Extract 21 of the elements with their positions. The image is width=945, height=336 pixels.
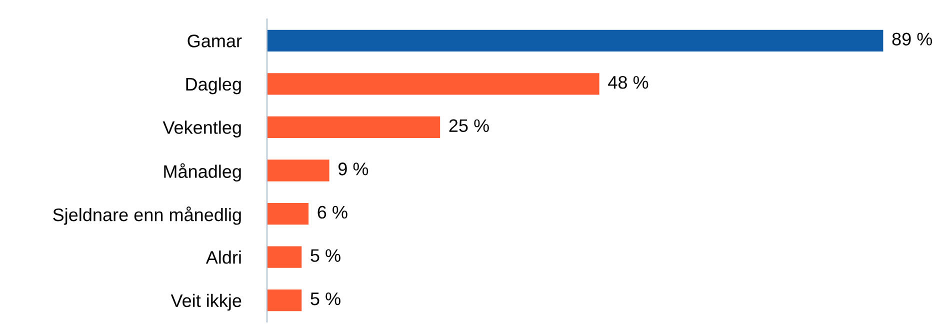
y-tick-label: Månadleg [164,163,241,182]
data-label: 6 % [318,206,348,219]
bar [267,290,302,312]
data-label: 5 % [310,292,340,306]
data-label: 25 % [449,119,489,132]
y-tick-label: Veit ikkje [170,294,242,311]
data-label: 5 % [310,249,340,262]
y-tick-label: Aldri [206,250,241,264]
bar [267,160,330,182]
bar [267,73,600,95]
data-label: 48 % [608,76,648,89]
data-label: 89 % [892,32,932,46]
data-label: 9 % [338,162,368,176]
y-tick-label: Sjeldnare enn månedlig [53,206,241,225]
bar [267,30,884,52]
y-tick-label: Vekentleg [162,120,241,138]
y-tick-label: Gamar [188,34,242,48]
bar [267,116,440,138]
y-tick-label: Dagleg [186,77,241,94]
bar [267,246,302,268]
bar [267,202,309,225]
